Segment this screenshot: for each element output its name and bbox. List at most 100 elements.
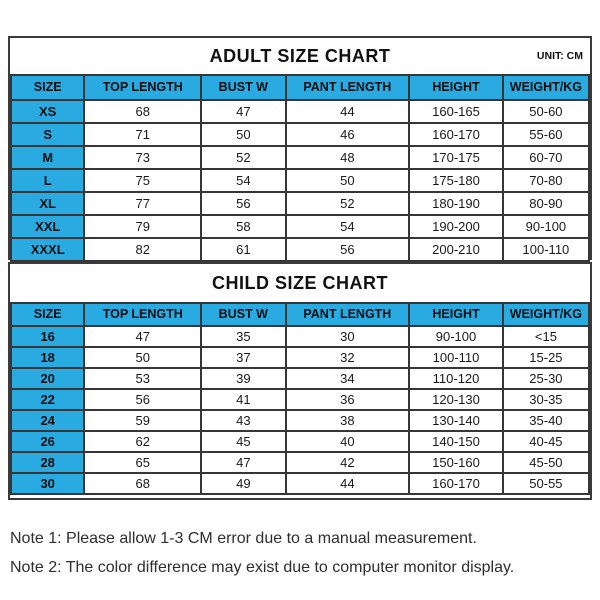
- value-cell: 73: [83, 145, 203, 170]
- size-cell: 16: [9, 325, 86, 348]
- value-cell: 47: [200, 451, 287, 474]
- size-cell: M: [9, 145, 86, 170]
- value-cell: 50: [200, 122, 287, 147]
- adult-chart-title-row: ADULT SIZE CHART UNIT: CM: [10, 38, 590, 74]
- value-cell: 45: [200, 430, 287, 453]
- notes-section: Note 1: Please allow 1-3 CM error due to…: [10, 524, 594, 582]
- value-cell: 100-110: [408, 346, 504, 369]
- table-row: 24 59 43 38 130-140 35-40: [9, 409, 591, 432]
- value-cell: 45-50: [501, 451, 591, 474]
- value-cell: 58: [200, 214, 287, 239]
- value-cell: 36: [284, 388, 411, 411]
- value-cell: 35: [200, 325, 287, 348]
- child-chart-title-row: CHILD SIZE CHART: [10, 264, 590, 302]
- value-cell: 52: [200, 145, 287, 170]
- value-cell: 39: [200, 367, 287, 390]
- value-cell: 34: [284, 367, 411, 390]
- value-cell: 130-140: [408, 409, 504, 432]
- unit-label: UNIT: CM: [536, 50, 583, 62]
- value-cell: 40: [284, 430, 411, 453]
- value-cell: 61: [200, 237, 287, 262]
- table-row: M 73 52 48 170-175 60-70: [9, 145, 591, 170]
- note-line-1: Note 1: Please allow 1-3 CM error due to…: [10, 530, 477, 547]
- child-size-table: SIZE TOP LENGTH BUST W PANT LENGTH HEIGHT WEI…: [9, 302, 591, 495]
- child-header-row: SIZE TOP LENGTH BUST W PANT LENGTH HEIGHT WEI…: [9, 302, 591, 327]
- value-cell: 50: [83, 346, 203, 369]
- adult-size-table: SIZE TOP LENGTH BUST W PANT LENGTH HEIGHT WEI…: [9, 74, 591, 262]
- adult-header-row: SIZE TOP LENGTH BUST W PANT LENGTH HEIGHT WEI…: [9, 74, 591, 101]
- value-cell: 56: [83, 388, 203, 411]
- value-cell: 75: [83, 168, 203, 193]
- value-cell: 30: [284, 325, 411, 348]
- size-cell: XS: [9, 99, 86, 124]
- value-cell: 170-175: [408, 145, 504, 170]
- size-cell: 20: [9, 367, 86, 390]
- value-cell: 44: [284, 99, 411, 124]
- size-cell: XL: [9, 191, 86, 216]
- value-cell: 140-150: [408, 430, 504, 453]
- value-cell: 68: [83, 472, 203, 495]
- value-cell: 44: [284, 472, 411, 495]
- value-cell: 82: [83, 237, 203, 262]
- size-cell: 18: [9, 346, 86, 369]
- child-chart-title: CHILD SIZE CHART: [212, 272, 388, 293]
- table-row: XXXL 82 61 56 200-210 100-110: [9, 237, 591, 262]
- value-cell: 41: [200, 388, 287, 411]
- value-cell: 160-170: [408, 472, 504, 495]
- value-cell: 77: [83, 191, 203, 216]
- value-cell: 25-30: [501, 367, 591, 390]
- column-header: SIZE: [9, 74, 86, 101]
- value-cell: 48: [284, 145, 411, 170]
- adult-chart-title: ADULT SIZE CHART: [209, 45, 391, 66]
- value-cell: 56: [284, 237, 411, 262]
- column-header: TOP LENGTH: [83, 302, 203, 327]
- value-cell: 50-55: [501, 472, 591, 495]
- value-cell: 90-100: [408, 325, 504, 348]
- column-header: WEIGHT/KG: [501, 74, 591, 101]
- value-cell: 90-100: [501, 214, 591, 239]
- value-cell: 47: [200, 99, 287, 124]
- value-cell: 35-40: [501, 409, 591, 432]
- value-cell: 62: [83, 430, 203, 453]
- value-cell: 65: [83, 451, 203, 474]
- column-header: BUST W: [200, 74, 287, 101]
- size-cell: 28: [9, 451, 86, 474]
- value-cell: 56: [200, 191, 287, 216]
- value-cell: 200-210: [408, 237, 504, 262]
- value-cell: 54: [284, 214, 411, 239]
- child-size-chart-block: CHILD SIZE CHART SIZE TOP LENGTH BUST W PAN…: [8, 262, 592, 500]
- table-row: L 75 54 50 175-180 70-80: [9, 168, 591, 193]
- value-cell: 47: [83, 325, 203, 348]
- value-cell: 110-120: [408, 367, 504, 390]
- value-cell: 54: [200, 168, 287, 193]
- value-cell: 120-130: [408, 388, 504, 411]
- size-cell: S: [9, 122, 86, 147]
- value-cell: 190-200: [408, 214, 504, 239]
- value-cell: 46: [284, 122, 411, 147]
- value-cell: 42: [284, 451, 411, 474]
- size-cell: XXL: [9, 214, 86, 239]
- value-cell: 70-80: [501, 168, 591, 193]
- table-row: XXL 79 58 54 190-200 90-100: [9, 214, 591, 239]
- size-cell: 26: [9, 430, 86, 453]
- value-cell: 160-165: [408, 99, 504, 124]
- value-cell: 175-180: [408, 168, 504, 193]
- value-cell: 100-110: [501, 237, 591, 262]
- value-cell: 30-35: [501, 388, 591, 411]
- column-header: HEIGHT: [408, 74, 504, 101]
- table-row: 18 50 37 32 100-110 15-25: [9, 346, 591, 369]
- note-line-2: Note 2: The color difference may exist d…: [10, 559, 515, 576]
- column-header: TOP LENGTH: [83, 74, 203, 101]
- table-row: XL 77 56 52 180-190 80-90: [9, 191, 591, 216]
- value-cell: 32: [284, 346, 411, 369]
- value-cell: 71: [83, 122, 203, 147]
- value-cell: <15: [501, 325, 591, 348]
- table-row: 20 53 39 34 110-120 25-30: [9, 367, 591, 390]
- value-cell: 15-25: [501, 346, 591, 369]
- value-cell: 68: [83, 99, 203, 124]
- value-cell: 80-90: [501, 191, 591, 216]
- value-cell: 55-60: [501, 122, 591, 147]
- column-header: PANT LENGTH: [284, 74, 411, 101]
- column-header: SIZE: [9, 302, 86, 327]
- table-row: 28 65 47 42 150-160 45-50: [9, 451, 591, 474]
